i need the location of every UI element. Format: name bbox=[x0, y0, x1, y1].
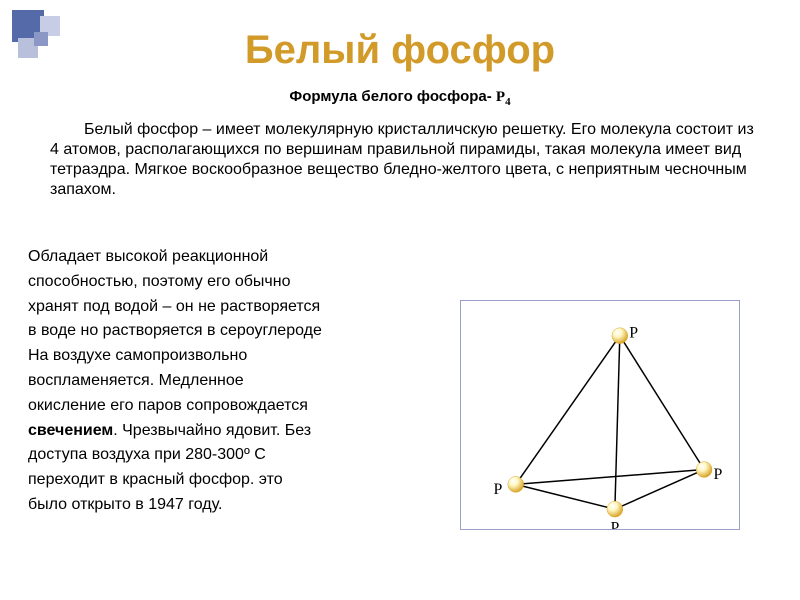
atom-label: P bbox=[610, 520, 619, 529]
body-line: воспламеняется. Медленное bbox=[28, 369, 428, 394]
tetra-edge bbox=[516, 484, 615, 509]
atom-label: P bbox=[714, 466, 723, 483]
paragraph-body: Обладает высокой реакционнойспособностью… bbox=[28, 245, 428, 518]
tetra-edge bbox=[615, 336, 620, 509]
atom-node bbox=[508, 476, 524, 492]
atom-label: P bbox=[629, 324, 638, 341]
atom-node bbox=[607, 501, 623, 517]
slide-subtitle: Формула белого фосфора- Р4 bbox=[0, 88, 800, 108]
body-line: в воде но растворяется в сероуглероде bbox=[28, 319, 428, 344]
slide-title: Белый фосфор bbox=[0, 28, 800, 73]
atom-node bbox=[696, 462, 712, 478]
subtitle-formula: Р4 bbox=[496, 89, 511, 105]
body-line: было открыто в 1947 году. bbox=[28, 493, 428, 518]
atom-node bbox=[612, 328, 628, 344]
body-line: переходит в красный фосфор. это bbox=[28, 468, 428, 493]
body-line: Обладает высокой реакционной bbox=[28, 245, 428, 270]
body-line: способностью, поэтому его обычно bbox=[28, 270, 428, 295]
tetra-edge bbox=[516, 336, 620, 485]
body-line: окисление его паров сопровождается bbox=[28, 394, 428, 419]
atom-label: P bbox=[493, 481, 502, 498]
body-line: свечением. Чрезвычайно ядовит. Без bbox=[28, 419, 428, 444]
body-line: На воздухе самопроизвольно bbox=[28, 344, 428, 369]
tetrahedron-diagram: P P P P bbox=[460, 300, 740, 530]
body-line: доступа воздуха при 280-300º С bbox=[28, 443, 428, 468]
paragraph-intro: Белый фосфор – имеет молекулярную криста… bbox=[50, 120, 755, 200]
paragraph-intro-text: Белый фосфор – имеет молекулярную криста… bbox=[50, 121, 754, 198]
tetra-edge bbox=[620, 336, 704, 470]
body-line: хранят под водой – он не растворяется bbox=[28, 295, 428, 320]
subtitle-label: Формула белого фосфора- bbox=[289, 88, 495, 105]
